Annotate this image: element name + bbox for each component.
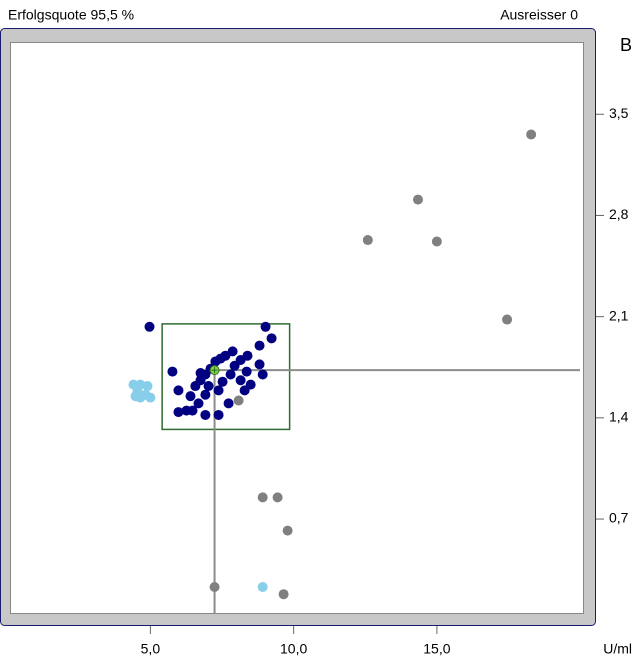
point bbox=[167, 366, 178, 377]
point bbox=[260, 321, 271, 332]
point bbox=[233, 395, 244, 406]
x-axis-label: U/ml bbox=[603, 641, 632, 657]
y-tick-label: 1,4 bbox=[609, 409, 629, 425]
point bbox=[144, 321, 155, 332]
x-tick-label: 10,0 bbox=[280, 641, 307, 657]
target-box bbox=[161, 323, 291, 431]
point bbox=[203, 381, 214, 392]
point bbox=[266, 333, 277, 344]
point bbox=[412, 194, 423, 205]
point bbox=[241, 366, 252, 377]
point bbox=[254, 359, 265, 370]
outlier-count: Ausreisser 0 bbox=[500, 7, 578, 23]
point bbox=[142, 381, 153, 392]
point bbox=[502, 314, 513, 325]
point bbox=[220, 350, 231, 361]
point bbox=[235, 375, 246, 386]
y-tick-label: 0,7 bbox=[609, 510, 629, 526]
point bbox=[227, 346, 238, 357]
point bbox=[187, 405, 198, 416]
point bbox=[213, 409, 224, 420]
point bbox=[200, 389, 211, 400]
plot-area bbox=[10, 42, 584, 614]
point bbox=[362, 235, 373, 246]
point bbox=[526, 129, 537, 140]
y-axis-label: B bbox=[620, 35, 632, 55]
point bbox=[145, 392, 156, 403]
point bbox=[213, 385, 224, 396]
point bbox=[193, 398, 204, 409]
point bbox=[254, 340, 265, 351]
y-tick-label: 2,1 bbox=[609, 307, 629, 323]
point bbox=[217, 376, 228, 387]
chart-title: Erfolgsquote 95,5 % bbox=[8, 7, 134, 23]
y-tick-label: 2,8 bbox=[609, 206, 629, 222]
point bbox=[431, 236, 442, 247]
point bbox=[239, 385, 250, 396]
point bbox=[209, 581, 220, 592]
point bbox=[225, 369, 236, 380]
x-tick-label: 5,0 bbox=[141, 641, 161, 657]
point bbox=[130, 391, 141, 402]
x-tick-label: 15,0 bbox=[423, 641, 450, 657]
point bbox=[229, 360, 240, 371]
point bbox=[278, 589, 289, 600]
point bbox=[257, 369, 268, 380]
point bbox=[195, 368, 206, 379]
point bbox=[185, 391, 196, 402]
y-tick-label: 3,5 bbox=[609, 105, 629, 121]
point bbox=[242, 350, 253, 361]
point bbox=[272, 492, 283, 503]
point bbox=[257, 492, 268, 503]
point bbox=[200, 409, 211, 420]
point bbox=[173, 407, 184, 418]
point bbox=[257, 581, 268, 592]
point bbox=[223, 398, 234, 409]
point bbox=[173, 385, 184, 396]
point bbox=[282, 525, 293, 536]
